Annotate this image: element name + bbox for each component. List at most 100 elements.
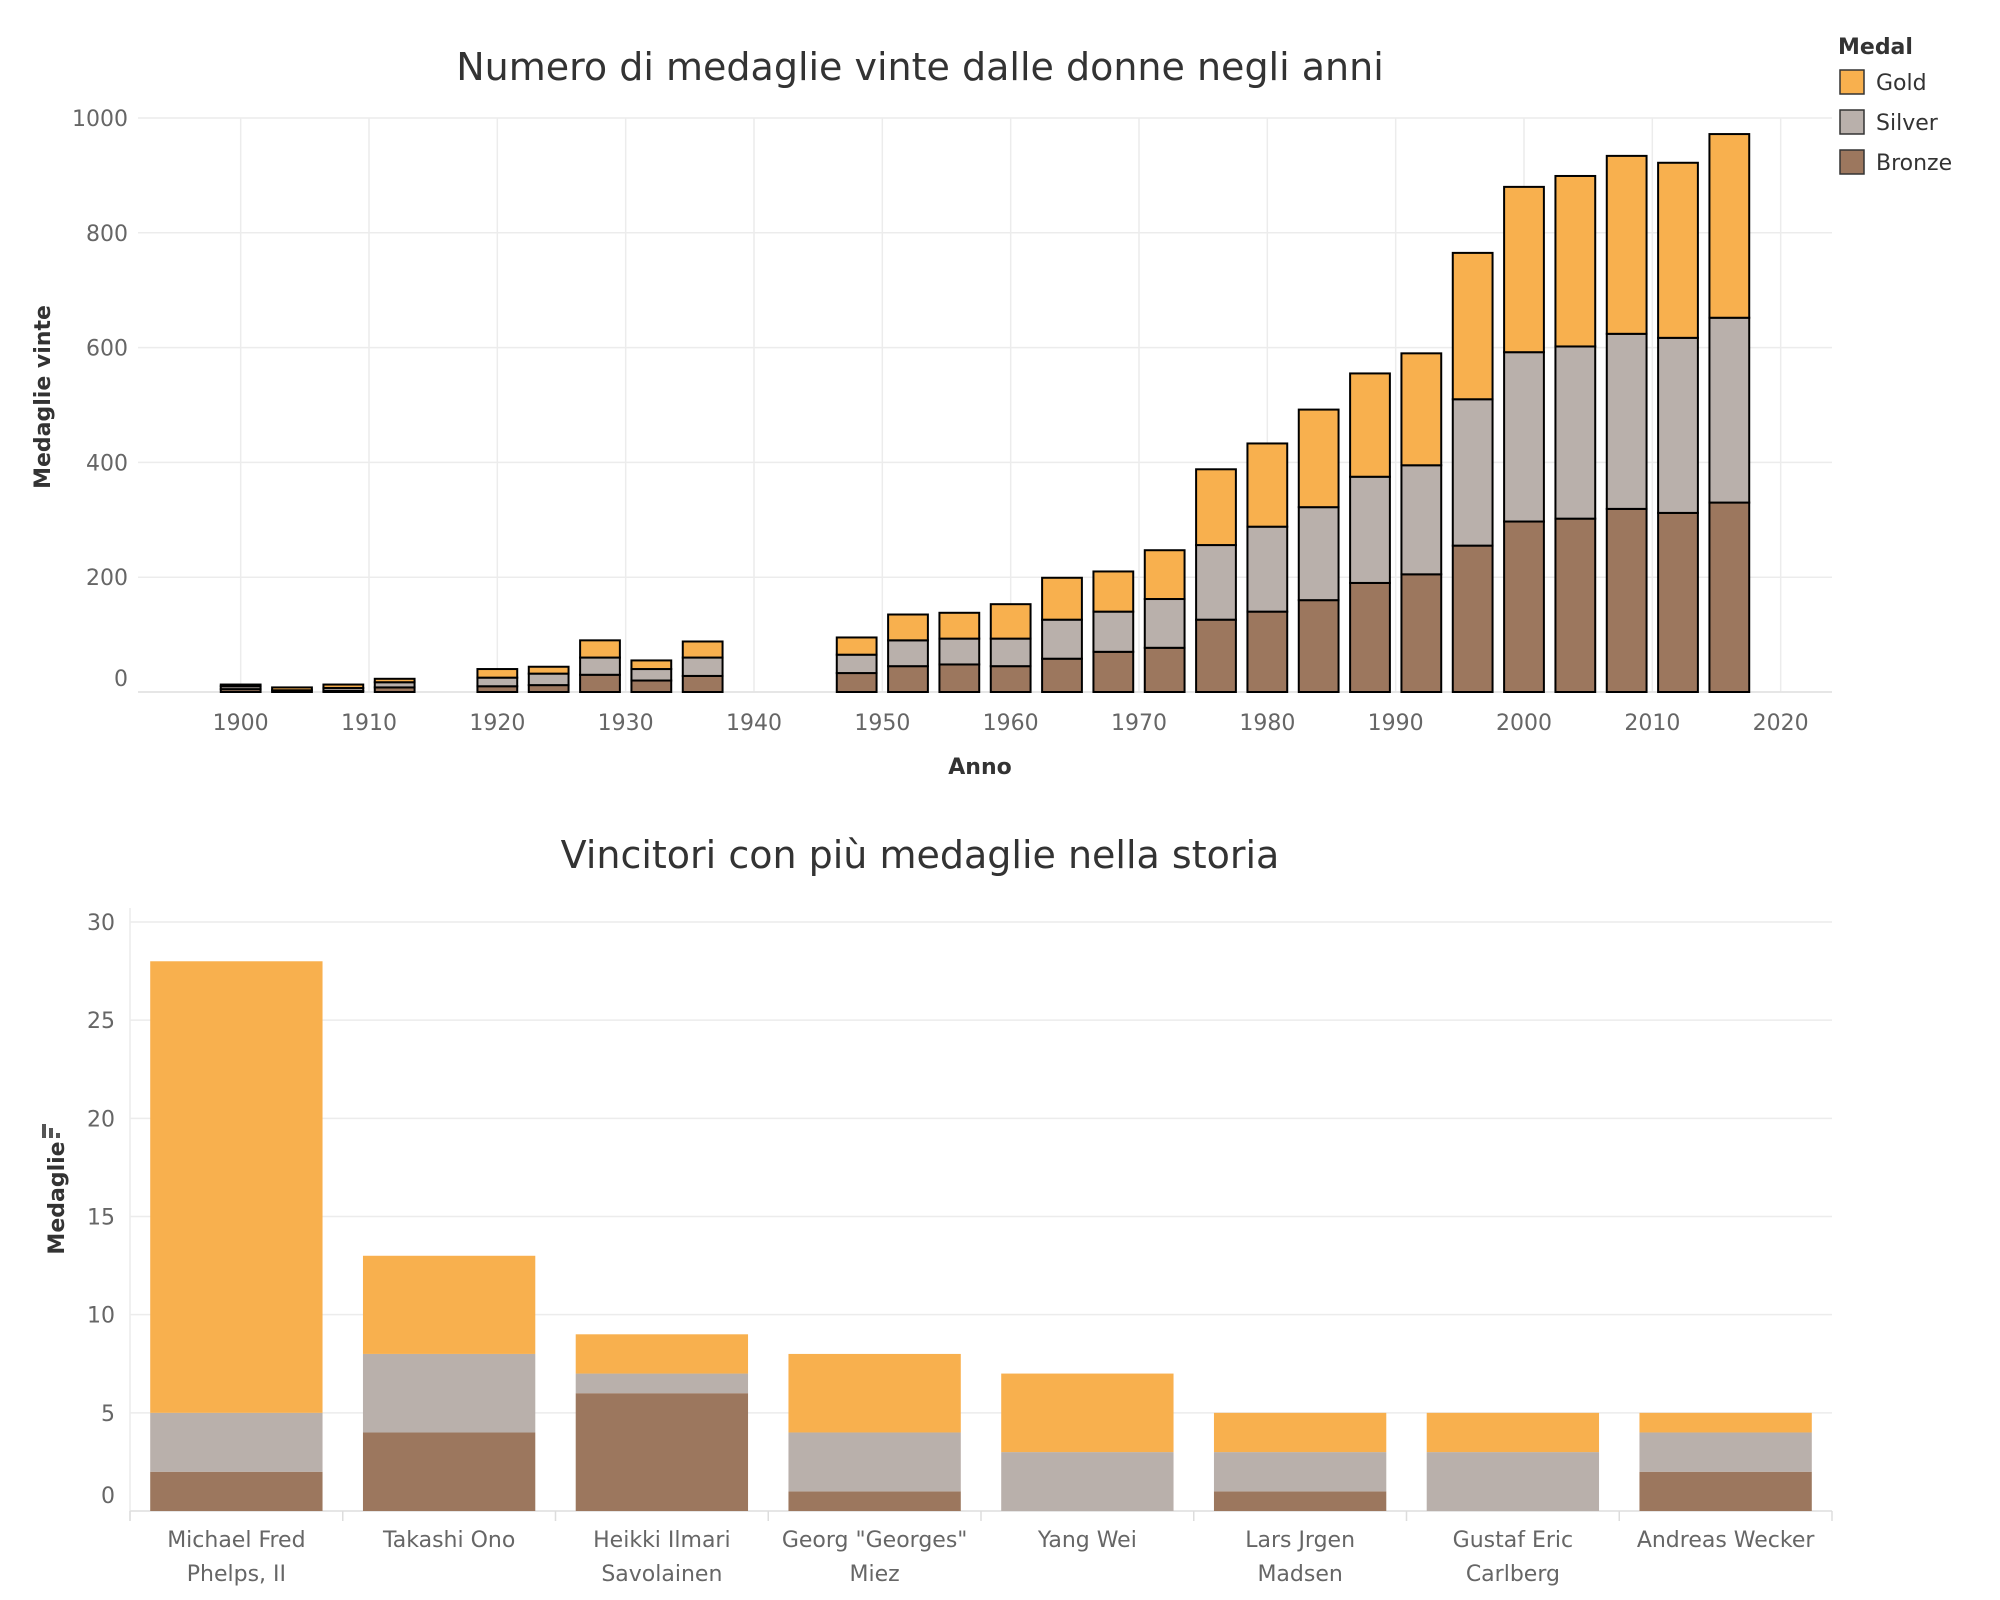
bar-bronze-2000[interactable]: [1503, 520, 1545, 693]
bar-silver-1936[interactable]: [681, 656, 724, 677]
bar-bronze-1932[interactable]: [630, 679, 673, 694]
bar-bronze-1968[interactable]: [1092, 650, 1135, 694]
bar-gold-athlete-1[interactable]: [150, 961, 323, 1413]
bar-bronze-1952[interactable]: [887, 665, 929, 693]
bar-bronze-1988[interactable]: [1349, 581, 1391, 693]
bar-gold-athlete-8[interactable]: [1639, 1412, 1812, 1433]
bar-gold-1988[interactable]: [1349, 372, 1391, 478]
bar-silver-1984[interactable]: [1297, 506, 1340, 602]
bar-bronze-athlete-2[interactable]: [362, 1432, 536, 1511]
bar-bronze-1972[interactable]: [1143, 646, 1186, 693]
bar-gold-2004[interactable]: [1554, 174, 1597, 348]
x-tick-label: 2020: [1753, 711, 1809, 736]
bar-bronze-1984[interactable]: [1297, 599, 1340, 693]
bar-gold-athlete-5[interactable]: [1001, 1373, 1174, 1453]
bar-bronze-2016[interactable]: [1708, 501, 1751, 693]
bar-bronze-1960[interactable]: [989, 665, 1032, 693]
bar-gold-1960[interactable]: [989, 603, 1032, 640]
bar-silver-athlete-1[interactable]: [150, 1412, 323, 1472]
bar-silver-1932[interactable]: [630, 668, 673, 682]
bar-silver-2012[interactable]: [1657, 336, 1699, 514]
bar-silver-2004[interactable]: [1554, 345, 1597, 520]
bar-silver-athlete-6[interactable]: [1213, 1452, 1387, 1492]
bar-gold-1928[interactable]: [579, 639, 621, 659]
bar-silver-1928[interactable]: [579, 656, 621, 676]
bar-bronze-2004[interactable]: [1554, 517, 1597, 693]
bar-silver-1948[interactable]: [835, 653, 878, 675]
bar-gold-2012[interactable]: [1657, 161, 1699, 339]
bar-bronze-athlete-4[interactable]: [788, 1491, 961, 1511]
bar-silver-athlete-8[interactable]: [1639, 1432, 1812, 1472]
bar-gold-2000[interactable]: [1503, 185, 1545, 354]
bar-silver-1972[interactable]: [1143, 598, 1186, 649]
bar-bronze-2008[interactable]: [1605, 507, 1648, 694]
bar-gold-athlete-7[interactable]: [1426, 1412, 1600, 1453]
bar-bronze-1956[interactable]: [938, 663, 981, 693]
bar-silver-1956[interactable]: [938, 637, 981, 666]
bar-gold-1956[interactable]: [938, 611, 981, 640]
bar-bronze-1924[interactable]: [527, 684, 570, 693]
bar-bronze-1996[interactable]: [1451, 544, 1494, 693]
bar-bronze-1964[interactable]: [1041, 657, 1083, 694]
bar-bronze-1976[interactable]: [1195, 618, 1237, 694]
bar-silver-1980[interactable]: [1246, 525, 1289, 613]
bar-gold-1936[interactable]: [681, 640, 724, 659]
bar-bronze-2012[interactable]: [1657, 511, 1699, 693]
bar-gold-athlete-2[interactable]: [362, 1255, 536, 1354]
bar-silver-athlete-3[interactable]: [575, 1373, 749, 1394]
y-tick-label: 1000: [72, 107, 128, 132]
bar-silver-2016[interactable]: [1708, 316, 1751, 504]
bar-gold-athlete-4[interactable]: [788, 1353, 961, 1433]
bar-silver-1952[interactable]: [887, 639, 929, 668]
bar-bronze-athlete-1[interactable]: [150, 1471, 323, 1511]
bar-gold-1904[interactable]: [271, 686, 313, 692]
bar-silver-1920[interactable]: [476, 676, 519, 688]
bar-gold-2008[interactable]: [1605, 154, 1648, 335]
bar-gold-1908[interactable]: [322, 683, 365, 689]
bar-gold-1972[interactable]: [1143, 549, 1186, 601]
bar-silver-1960[interactable]: [989, 637, 1032, 668]
bar-gold-1924[interactable]: [527, 665, 570, 675]
bar-gold-1920[interactable]: [476, 668, 519, 679]
bar-silver-1924[interactable]: [527, 672, 570, 687]
x-tick-label: 1940: [726, 711, 782, 736]
bar-gold-athlete-3[interactable]: [575, 1334, 749, 1374]
bar-gold-1952[interactable]: [887, 613, 929, 642]
bar-bronze-1992[interactable]: [1400, 573, 1443, 694]
bar-gold-athlete-6[interactable]: [1213, 1412, 1387, 1453]
bar-silver-1968[interactable]: [1092, 610, 1135, 653]
bar-silver-1976[interactable]: [1195, 544, 1237, 621]
bar-gold-1964[interactable]: [1041, 576, 1083, 621]
bar-gold-1900[interactable]: [219, 683, 262, 688]
bar-gold-1980[interactable]: [1246, 442, 1289, 528]
bar-gold-1932[interactable]: [630, 659, 673, 671]
athlete-name-label: Takashi Ono: [382, 1528, 515, 1553]
bar-bronze-1980[interactable]: [1246, 610, 1289, 694]
bar-gold-1976[interactable]: [1195, 468, 1237, 547]
bar-bronze-1948[interactable]: [835, 672, 878, 693]
bar-gold-1912[interactable]: [373, 677, 416, 684]
bar-silver-2008[interactable]: [1605, 332, 1648, 510]
bar-gold-2016[interactable]: [1708, 133, 1751, 319]
bar-gold-1948[interactable]: [835, 636, 878, 656]
bar-silver-1988[interactable]: [1349, 475, 1391, 584]
bar-silver-athlete-4[interactable]: [788, 1432, 961, 1492]
bar-bronze-1936[interactable]: [681, 674, 724, 693]
bar-gold-1996[interactable]: [1451, 251, 1494, 401]
medal-legend[interactable]: Medal Gold Silver Bronze: [1838, 35, 1952, 176]
bar-gold-1984[interactable]: [1297, 408, 1340, 509]
bar-gold-1968[interactable]: [1092, 570, 1135, 613]
bar-silver-1964[interactable]: [1041, 618, 1083, 660]
bar-silver-athlete-7[interactable]: [1426, 1452, 1600, 1511]
bar-silver-1992[interactable]: [1400, 464, 1443, 576]
bar-silver-2000[interactable]: [1503, 351, 1545, 523]
bar-gold-1992[interactable]: [1400, 352, 1443, 467]
bar-bronze-athlete-8[interactable]: [1639, 1471, 1812, 1511]
bar-silver-athlete-5[interactable]: [1001, 1452, 1174, 1511]
bar-bronze-1928[interactable]: [579, 673, 621, 694]
sort-icon[interactable]: [42, 1124, 60, 1138]
bar-silver-1996[interactable]: [1451, 398, 1494, 547]
bar-bronze-athlete-6[interactable]: [1213, 1491, 1387, 1511]
bar-silver-athlete-2[interactable]: [362, 1353, 536, 1433]
bar-bronze-athlete-3[interactable]: [575, 1393, 749, 1511]
